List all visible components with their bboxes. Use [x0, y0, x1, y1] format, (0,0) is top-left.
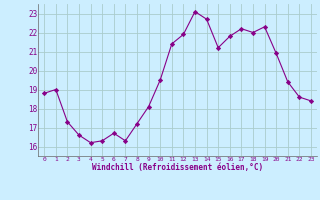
X-axis label: Windchill (Refroidissement éolien,°C): Windchill (Refroidissement éolien,°C) [92, 163, 263, 172]
